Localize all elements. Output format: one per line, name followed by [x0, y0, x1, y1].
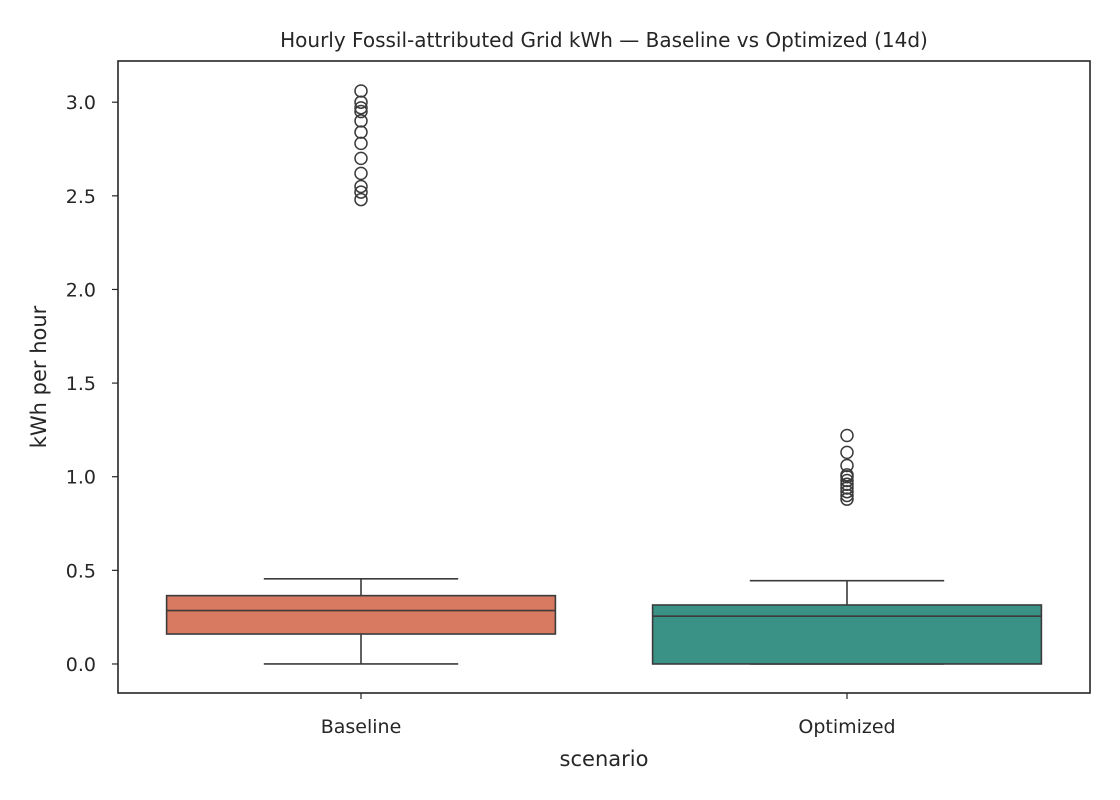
x-tick-label: Optimized	[798, 716, 895, 738]
outlier-point	[354, 185, 368, 199]
outlier-point	[840, 492, 854, 506]
box-group-baseline	[165, 84, 557, 665]
x-axis-ticks: Baseline Optimized	[321, 693, 896, 738]
outlier-point	[354, 166, 368, 181]
box-group-optimized	[651, 428, 1043, 665]
x-tick-label: Baseline	[321, 716, 402, 738]
outlier-point	[354, 179, 368, 194]
y-tick-label: 3.0	[66, 92, 96, 114]
chart-title: Hourly Fossil-attributed Grid kWh — Base…	[280, 28, 928, 52]
y-tick-label: 0.0	[66, 654, 96, 676]
outlier-point	[354, 125, 368, 139]
box-iqr	[165, 594, 557, 635]
outlier-point	[354, 192, 368, 207]
outlier-point	[840, 473, 854, 488]
outlier-point	[840, 477, 854, 491]
outlier-point	[840, 481, 854, 495]
box-iqr	[651, 604, 1043, 665]
outlier-point	[354, 114, 368, 128]
outlier-point	[840, 488, 854, 503]
outlier-point	[840, 484, 854, 499]
outlier-point	[840, 458, 854, 473]
outlier-point	[354, 151, 368, 166]
outlier-point	[354, 136, 368, 151]
plot-frame	[117, 60, 1091, 694]
y-axis-label: kWh per hour	[27, 305, 51, 448]
outlier-point	[354, 95, 368, 109]
outlier-point	[840, 445, 854, 460]
x-axis-label: scenario	[560, 747, 649, 771]
y-axis-ticks: 0.0 0.5 1.0 1.5 2.0 2.5 3.0	[66, 92, 118, 676]
outlier-point	[840, 428, 854, 443]
y-tick-label: 0.5	[66, 560, 96, 582]
outlier-point	[840, 468, 854, 482]
y-tick-label: 2.0	[66, 279, 96, 301]
y-tick-label: 1.5	[66, 373, 96, 395]
outlier-point	[354, 104, 368, 119]
y-tick-label: 1.0	[66, 467, 96, 489]
outlier-point	[354, 84, 368, 98]
outlier-point	[354, 101, 368, 115]
box-series-layer	[165, 84, 1043, 665]
y-tick-label: 2.5	[66, 186, 96, 208]
